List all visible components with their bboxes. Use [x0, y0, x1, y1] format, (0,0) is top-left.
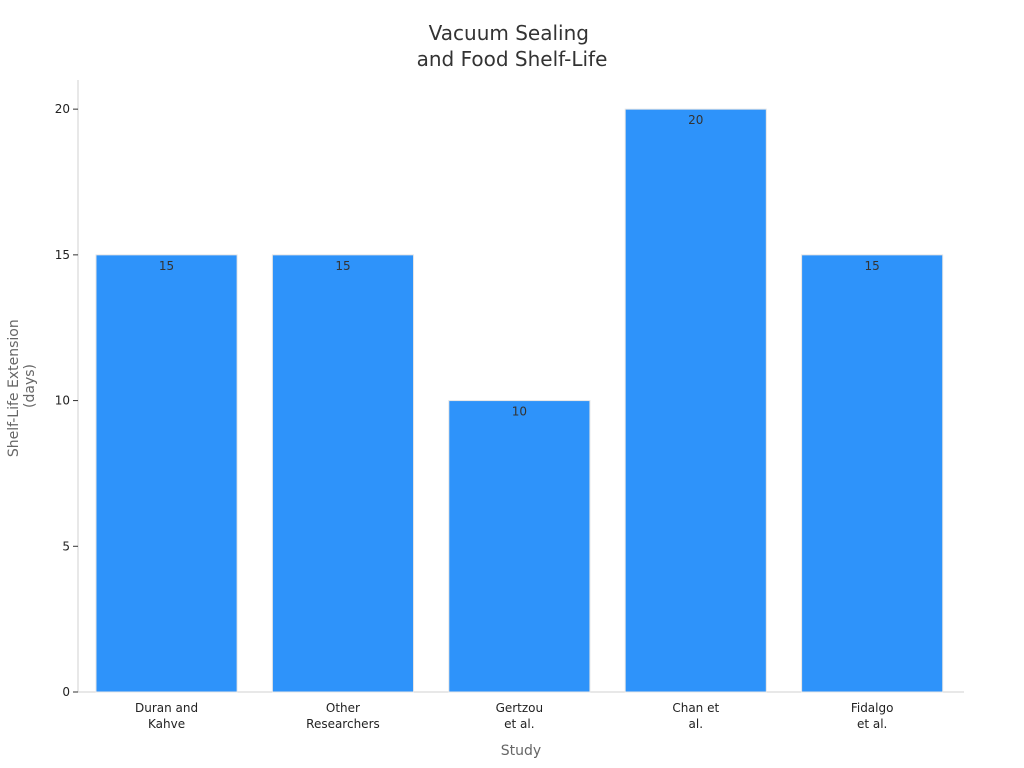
x-tick-label-line: Gertzou	[496, 701, 544, 715]
data-label: 20	[688, 113, 703, 127]
x-tick-label: Fidalgo et al.	[851, 701, 894, 731]
bar	[271, 254, 415, 693]
y-tick-label: 15	[55, 248, 70, 262]
y-tick-label: 20	[55, 102, 70, 116]
x-tick-label-line: al.	[689, 717, 704, 731]
y-tick-label: 5	[62, 539, 70, 553]
data-label: 15	[335, 259, 350, 273]
chart-title-line-1: Vacuum Sealing	[429, 21, 589, 45]
x-tick-label: Other Researchers	[306, 701, 380, 731]
x-tick-label-line: et al.	[857, 717, 887, 731]
x-tick-label: Duran and Kahve	[135, 701, 198, 731]
x-axis-title: Study	[501, 743, 541, 759]
bar	[448, 400, 591, 693]
y-axis-title-line-2: (days)	[22, 364, 38, 408]
chart-title-line-2: and Food Shelf-Life	[417, 47, 608, 71]
x-tick-label: Gertzou et al.	[496, 701, 544, 731]
data-label: 15	[865, 259, 880, 273]
x-tick-label-line: et al.	[504, 717, 534, 731]
bar	[801, 254, 944, 693]
x-tick-label-line: Fidalgo	[851, 701, 894, 715]
x-tick-label: Chan et al.	[672, 701, 719, 731]
data-label: 10	[512, 405, 527, 419]
chart-title: Vacuum Sealing and Food Shelf-Life	[417, 21, 608, 71]
x-tick-label-line: Duran and	[135, 701, 198, 715]
bar	[624, 108, 767, 693]
x-tick-label-line: Chan et	[672, 701, 719, 715]
plot-area: 0 5 10 15 20 15 Duran and Kahve 15 Other Researche…	[55, 80, 964, 731]
y-axis-title-line-1: Shelf-Life Extension	[6, 319, 22, 457]
y-axis-title: Shelf-Life Extension (days)	[6, 315, 38, 457]
y-tick-label: 0	[62, 685, 70, 699]
y-tick-label: 10	[55, 394, 70, 408]
x-tick-label-line: Researchers	[306, 717, 380, 731]
data-label: 15	[159, 259, 174, 273]
bar	[95, 254, 238, 693]
x-tick-label-line: Other	[326, 701, 360, 715]
x-tick-label-line: Kahve	[148, 717, 185, 731]
